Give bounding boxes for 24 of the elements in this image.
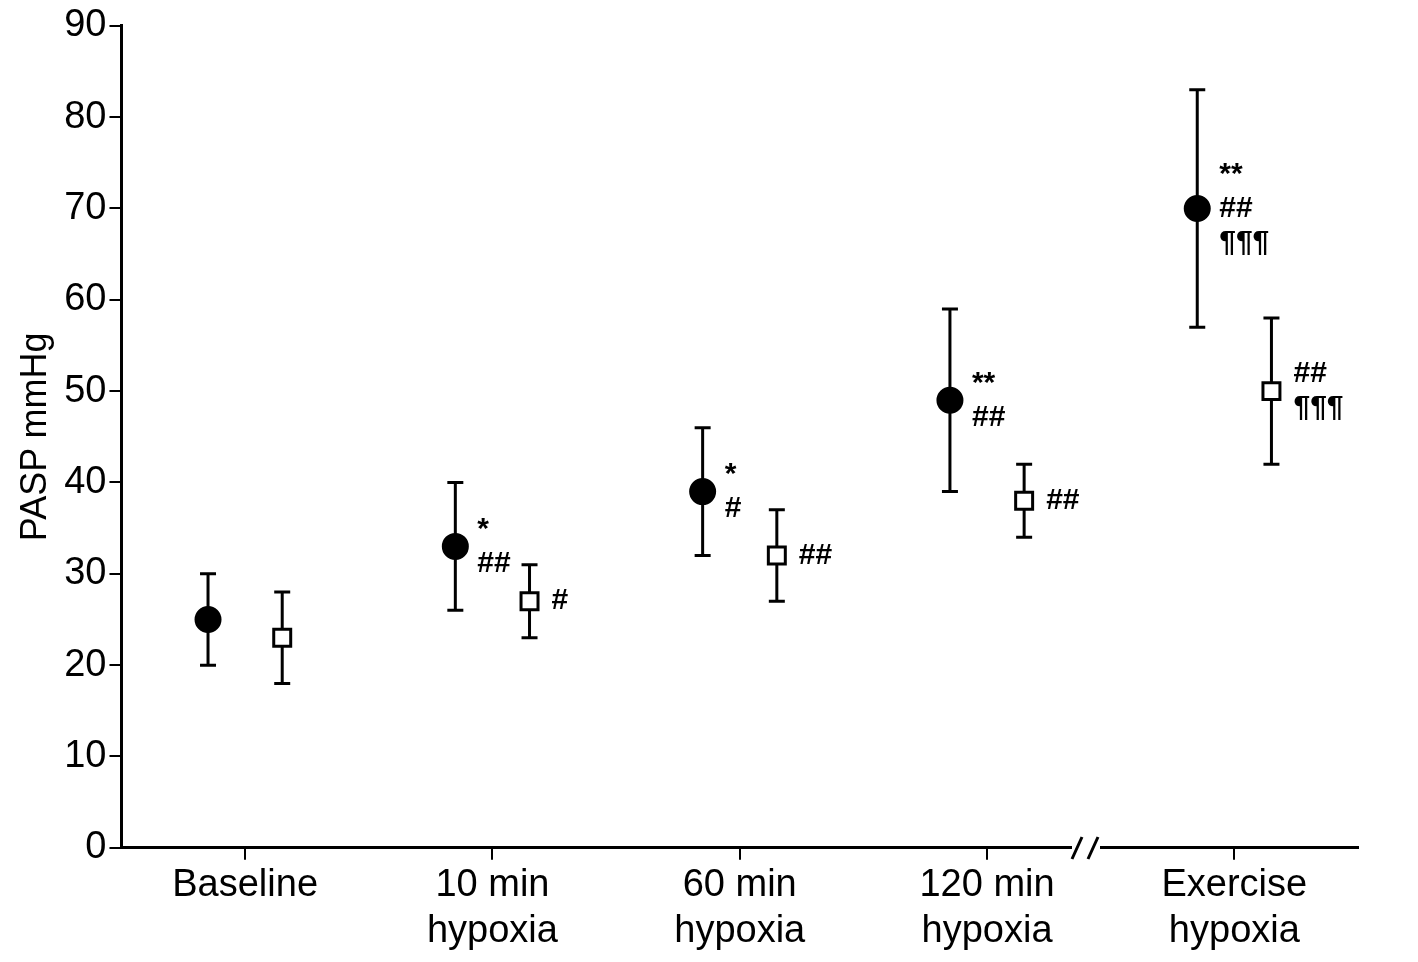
x-tick-label: 60 min hypoxia [674,862,807,950]
x-tick-label: 120 min hypoxia [919,862,1055,950]
data-label: ## [1046,482,1080,515]
y-tick-label: 20 [64,641,107,684]
y-tick-label: 90 [64,2,107,45]
data-label: ## [798,536,833,570]
y-tick-label: 60 [64,276,107,319]
x-tick-label: 10 min hypoxia [426,862,559,950]
y-tick-label: 70 [64,184,107,227]
data-label: ## ¶¶¶ [1293,355,1344,423]
data-label: * # [724,455,742,523]
y-tick-label: 40 [64,458,107,501]
y-tick-label: 80 [64,93,107,136]
y-tick-label: 0 [85,824,107,867]
data-label: * ## [477,510,512,578]
data-label: # [551,582,569,616]
y-axis-title: PASP mmHg [12,332,54,542]
y-tick-label: 30 [64,550,107,593]
x-tick-label: Exercise hypoxia [1161,862,1308,950]
data-label: ** ## ¶¶¶ [1219,155,1270,257]
y-tick-label: 50 [64,367,107,410]
data-label: ** ## [971,364,1006,432]
x-tick-label: Baseline [172,862,318,905]
y-tick-label: 10 [64,732,107,775]
